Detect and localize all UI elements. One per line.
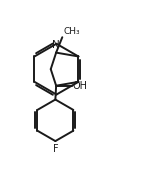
Text: N: N: [52, 40, 60, 50]
Text: OH: OH: [73, 81, 88, 91]
Text: CH₃: CH₃: [63, 27, 80, 36]
Text: F: F: [53, 145, 58, 154]
